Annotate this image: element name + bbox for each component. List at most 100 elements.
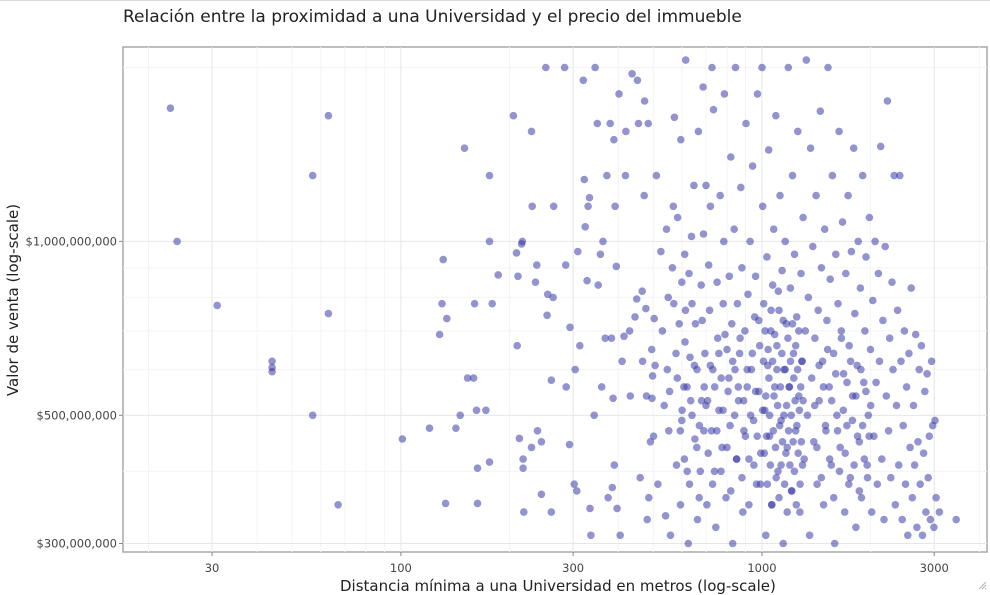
data-point xyxy=(794,449,802,458)
data-point xyxy=(670,113,679,122)
data-point xyxy=(664,293,672,302)
data-point xyxy=(952,515,960,524)
data-point xyxy=(855,487,864,495)
data-point xyxy=(824,63,832,72)
data-point xyxy=(514,272,522,281)
data-point xyxy=(788,171,797,180)
data-point xyxy=(923,370,931,378)
data-point xyxy=(543,311,551,320)
data-point xyxy=(565,440,574,449)
data-point xyxy=(673,374,682,382)
data-point xyxy=(702,181,710,190)
data-point xyxy=(741,432,750,441)
data-point xyxy=(805,531,814,540)
data-point xyxy=(717,467,725,476)
data-point xyxy=(901,480,910,489)
data-point xyxy=(515,434,524,443)
data-point xyxy=(814,306,822,315)
data-point xyxy=(594,281,602,289)
data-point xyxy=(764,146,773,154)
data-point xyxy=(688,299,696,308)
data-point xyxy=(213,301,221,310)
data-point xyxy=(772,111,780,120)
chart-title: Relación entre la proximidad a una Unive… xyxy=(123,7,742,27)
data-point xyxy=(781,237,789,246)
data-point xyxy=(827,396,836,405)
data-point xyxy=(857,493,866,502)
data-point xyxy=(845,341,853,350)
data-point xyxy=(701,349,709,358)
x-tick-label: 300 xyxy=(562,561,584,575)
data-point xyxy=(873,480,882,489)
data-point xyxy=(693,515,702,524)
data-point xyxy=(743,383,751,391)
x-tick-label: 100 xyxy=(390,561,412,575)
data-point xyxy=(669,202,678,211)
data-point xyxy=(571,365,579,374)
data-point xyxy=(832,250,840,259)
data-point xyxy=(570,480,578,489)
data-point xyxy=(753,432,761,441)
data-point xyxy=(773,365,781,374)
data-point xyxy=(533,427,542,435)
data-point xyxy=(531,278,540,287)
data-point xyxy=(758,406,767,415)
data-point xyxy=(865,213,874,222)
data-point xyxy=(829,349,838,358)
data-point xyxy=(825,455,834,463)
data-point xyxy=(616,531,624,540)
data-point xyxy=(731,63,740,72)
data-point xyxy=(756,480,765,489)
data-point xyxy=(732,455,741,463)
data-point xyxy=(685,269,693,278)
data-point xyxy=(662,225,671,233)
data-point xyxy=(606,119,614,128)
resize-grip-icon[interactable] xyxy=(977,580,987,590)
data-point xyxy=(930,523,938,532)
data-point xyxy=(673,213,682,222)
data-point xyxy=(472,406,481,415)
data-point xyxy=(867,508,876,516)
data-point xyxy=(439,255,448,264)
data-point xyxy=(773,341,781,350)
data-point xyxy=(786,284,795,292)
data-point xyxy=(658,327,667,335)
data-point xyxy=(831,370,840,378)
data-point xyxy=(874,269,883,278)
data-point xyxy=(580,175,589,184)
data-point xyxy=(770,383,779,391)
data-point xyxy=(518,237,527,246)
data-point xyxy=(678,416,686,425)
data-point xyxy=(704,261,713,269)
data-point xyxy=(607,334,616,343)
data-point xyxy=(815,361,823,370)
data-point xyxy=(755,341,764,350)
data-point xyxy=(856,284,865,292)
data-point xyxy=(704,449,712,458)
data-point xyxy=(883,97,892,105)
data-point xyxy=(839,370,848,378)
data-point xyxy=(668,264,677,272)
data-point xyxy=(706,361,715,370)
data-point xyxy=(876,142,885,151)
data-point xyxy=(690,181,698,190)
data-point xyxy=(644,119,652,128)
data-point xyxy=(675,320,683,328)
data-point xyxy=(452,424,460,433)
data-point xyxy=(638,287,646,296)
data-point xyxy=(869,296,877,305)
data-point xyxy=(591,63,599,72)
data-point xyxy=(640,191,648,200)
data-point xyxy=(800,455,808,463)
data-point xyxy=(527,127,536,136)
data-point xyxy=(710,467,719,476)
data-point xyxy=(852,523,860,532)
data-point xyxy=(631,313,639,321)
data-point xyxy=(857,365,865,374)
data-point xyxy=(621,171,630,180)
data-point xyxy=(905,349,913,358)
data-point xyxy=(888,278,896,287)
data-point xyxy=(910,461,919,469)
data-point xyxy=(268,357,276,366)
data-point xyxy=(922,508,930,516)
